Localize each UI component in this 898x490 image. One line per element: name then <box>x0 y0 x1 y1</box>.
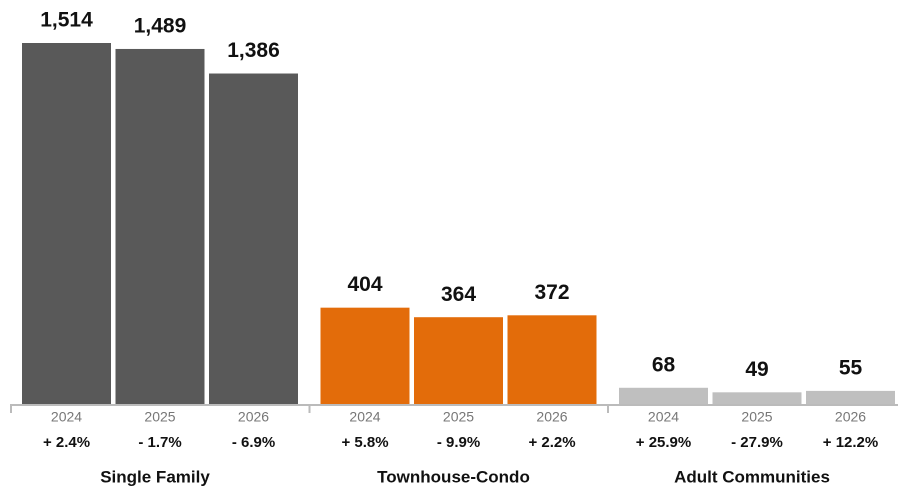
bar <box>619 387 708 404</box>
bar <box>414 317 503 404</box>
change-label: + 5.8% <box>341 434 388 451</box>
value-label: 1,514 <box>40 9 93 32</box>
year-label: 2024 <box>51 409 82 425</box>
bar <box>115 48 205 404</box>
year-label: 2025 <box>144 409 175 425</box>
change-label: - 1.7% <box>138 434 181 451</box>
value-label: 49 <box>745 358 768 381</box>
year-label: 2026 <box>536 409 567 425</box>
group-label: Single Family <box>100 467 210 486</box>
value-label: 55 <box>839 356 863 379</box>
change-label: + 2.4% <box>43 434 90 451</box>
value-label: 364 <box>441 283 476 306</box>
bar <box>320 307 410 404</box>
value-label: 404 <box>347 273 382 296</box>
bar <box>712 392 802 404</box>
year-label: 2024 <box>349 409 380 425</box>
year-label: 2025 <box>741 409 772 425</box>
value-label: 68 <box>652 353 676 376</box>
year-label: 2025 <box>443 409 474 425</box>
change-label: - 27.9% <box>731 434 783 451</box>
change-label: - 6.9% <box>232 434 275 451</box>
change-label: + 25.9% <box>636 434 691 451</box>
group-label: Townhouse-Condo <box>377 467 530 486</box>
value-label: 1,489 <box>134 15 187 38</box>
bar <box>209 73 298 404</box>
year-label: 2026 <box>835 409 866 425</box>
value-label: 1,386 <box>227 39 280 62</box>
bar <box>22 43 111 404</box>
year-label: 2024 <box>648 409 679 425</box>
group-label: Adult Communities <box>674 467 830 486</box>
change-label: + 12.2% <box>823 434 878 451</box>
change-label: - 9.9% <box>437 434 480 451</box>
value-label: 372 <box>534 281 569 304</box>
bar <box>507 315 597 404</box>
bar <box>806 390 895 404</box>
change-label: + 2.2% <box>528 434 575 451</box>
year-label: 2026 <box>238 409 269 425</box>
